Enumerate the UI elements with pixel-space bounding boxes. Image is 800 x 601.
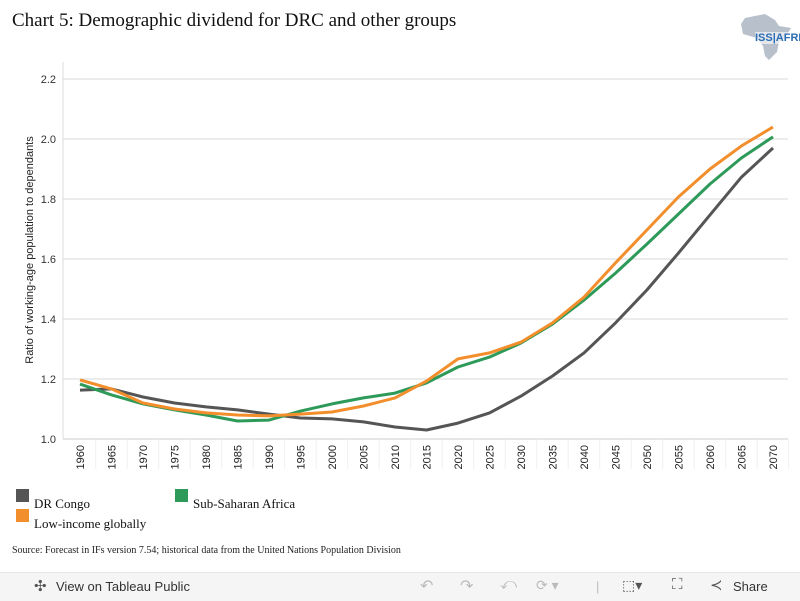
chart-title: Chart 5: Demographic dividend for DRC an…: [12, 10, 457, 31]
x-tick-label: 2015: [422, 445, 434, 469]
source-note: Source: Forecast in IFs version 7.54; hi…: [12, 545, 401, 556]
x-tick-label: 1995: [296, 445, 308, 469]
refresh-icon[interactable]: ⟳ ▾: [536, 577, 559, 593]
legend-swatch: [16, 509, 29, 522]
x-tick-label: 1990: [264, 445, 276, 469]
tableau-toolbar: ✣ View on Tableau Public ↶ ↷ ⤺ ⟳ ▾ | ⬚▾ …: [0, 572, 800, 601]
y-tick-label: 1.0: [41, 434, 56, 446]
x-tick-label: 2055: [674, 445, 686, 469]
x-tick-label: 1975: [170, 445, 182, 469]
y-axis-title: Ratio of working-age population to depen…: [24, 136, 36, 364]
fullscreen-icon[interactable]: ⛶: [672, 576, 683, 593]
share-icon[interactable]: ≺: [710, 577, 723, 594]
share-button[interactable]: Share: [733, 579, 768, 594]
x-tick-label: 2050: [642, 445, 654, 469]
x-tick-label: 2005: [359, 445, 371, 469]
toolbar-divider: |: [596, 579, 600, 594]
y-tick-label: 1.6: [41, 254, 56, 266]
x-tick-label: 1960: [75, 445, 87, 469]
x-tick-label: 2035: [548, 445, 560, 469]
x-tick-label: 2040: [579, 445, 591, 469]
x-tick-label: 2030: [516, 445, 528, 469]
y-tick-label: 1.4: [41, 314, 56, 326]
x-tick-label: 1965: [107, 445, 119, 469]
x-tick-label: 2065: [737, 445, 749, 469]
y-tick-label: 1.8: [41, 194, 56, 206]
x-tick-label: 2070: [768, 445, 780, 469]
legend-label: Low-income globally: [34, 516, 147, 531]
undo-icon[interactable]: ↶: [420, 578, 434, 595]
y-tick-label: 2.0: [41, 134, 56, 146]
line-chart: 1.0 1.2 1.4 1.6 1.8 2.0 2.2 1960 1965 1970 1975 198…: [24, 62, 790, 469]
download-icon[interactable]: ⬚▾: [622, 577, 643, 593]
x-tick-label: 1980: [201, 445, 213, 469]
series-line-dr-congo[interactable]: [79, 146, 775, 432]
x-tick-label: 2025: [485, 445, 497, 469]
x-tick-label: 2020: [453, 445, 465, 469]
y-tick-label: 1.2: [41, 374, 56, 386]
series-line-sub-saharan-africa[interactable]: [79, 135, 774, 423]
y-tick-label: 2.2: [41, 74, 56, 86]
legend-swatch: [175, 489, 188, 502]
x-tick-label: 2060: [705, 445, 717, 469]
legend-swatch: [16, 489, 29, 502]
legend-label: DR Congo: [34, 496, 90, 511]
view-on-tableau-link[interactable]: View on Tableau Public: [56, 579, 190, 594]
x-tick-label: 2010: [390, 445, 402, 469]
tableau-icon: ✣: [34, 578, 47, 595]
x-tick-label: 1985: [233, 445, 245, 469]
series-line-low-income-globally[interactable]: [79, 125, 774, 418]
logo-text: ISS|AFRICA: [755, 32, 800, 44]
legend-label: Sub-Saharan Africa: [193, 496, 296, 511]
x-tick-label: 1970: [138, 445, 150, 469]
redo-icon[interactable]: ↷: [460, 578, 474, 595]
x-tick-label: 2045: [611, 445, 623, 469]
revert-icon[interactable]: ⤺: [500, 576, 518, 593]
x-tick-label: 2000: [327, 445, 339, 469]
